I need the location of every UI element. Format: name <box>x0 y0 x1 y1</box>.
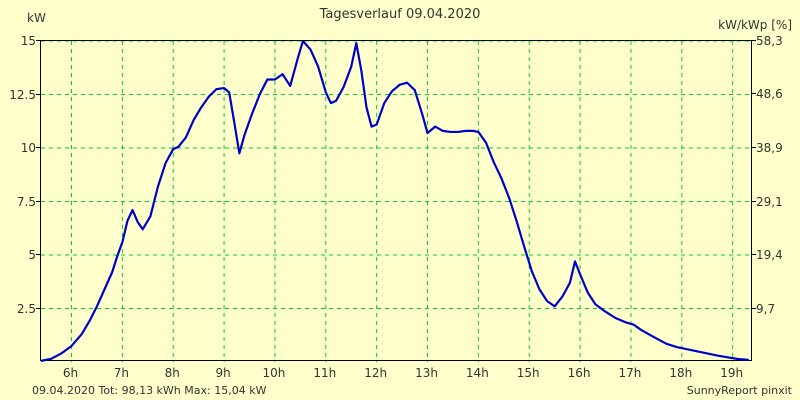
footer-summary-text: 09.04.2020 Tot: 98,13 kWh Max: 15,04 kW <box>32 384 267 397</box>
data-series-line <box>41 41 750 362</box>
y-axis-right-tick-label: 19,4 <box>756 248 783 263</box>
y-axis-left-tickmark <box>36 40 40 41</box>
x-axis-tick-label: 6h <box>62 366 79 380</box>
x-axis-tick-label: 9h <box>215 366 231 380</box>
y-axis-right-tickmark <box>752 307 756 309</box>
y-axis-left-tickmark <box>36 93 40 95</box>
x-axis-tick-label: 13h <box>415 366 438 380</box>
x-axis-tick-label: 11h <box>313 366 337 380</box>
x-axis-tick-label: 8h <box>164 366 180 380</box>
x-axis-tick-label: 14h <box>465 366 489 380</box>
y-axis-right-tickmark <box>752 146 756 148</box>
y-axis-left-tickmark <box>36 147 40 148</box>
y-axis-right-tickmark <box>752 254 756 256</box>
x-axis-tick-label: 16h <box>567 366 591 380</box>
x-axis-tick-label: 15h <box>516 366 540 380</box>
y-axis-right-tick-label: 48,6 <box>756 87 783 102</box>
y-axis-right-tick-label: 38,9 <box>756 140 783 155</box>
x-axis-tick-label: 19h <box>720 366 744 380</box>
x-axis-tick-label: 12h <box>364 366 388 380</box>
y-axis-left-tickmark <box>36 307 40 309</box>
y-axis-right-tick-label: 58,3 <box>756 34 783 48</box>
x-axis-tick-label: 17h <box>618 366 642 380</box>
y-axis-left-tick-label: 5 <box>28 248 36 262</box>
y-axis-left-tick-label: 7.5 <box>16 194 36 209</box>
x-axis-tick-label: 10h <box>262 366 286 380</box>
grid-lines <box>41 41 753 362</box>
y-axis-left-tickmark <box>36 200 40 202</box>
footer-credit-text: SunnyReport pinxit <box>686 384 792 397</box>
y-axis-right-tickmark <box>752 200 756 202</box>
x-axis-tick-label: 18h <box>669 366 693 380</box>
y-axis-left-unit-label: kW <box>27 11 46 25</box>
chart-canvas <box>41 41 753 362</box>
y-axis-right-tick-label: 29,1 <box>756 194 783 209</box>
y-axis-left-tickmark <box>36 254 40 255</box>
y-axis-right-tick-label: 9,7 <box>756 301 776 316</box>
y-axis-right-unit-label: kW/kWp [%] <box>718 18 792 32</box>
chart-title: Tagesverlauf 09.04.2020 <box>319 7 481 22</box>
y-axis-left-tick-label: 15 <box>20 34 36 48</box>
y-axis-right-tickmark <box>752 93 756 95</box>
plot-area <box>40 40 753 362</box>
y-axis-left-tick-label: 2.5 <box>16 301 36 316</box>
y-axis-right-tickmark <box>752 40 756 41</box>
y-axis-left-tick-label: 10 <box>20 141 36 155</box>
y-axis-left-tick-label: 12.5 <box>9 87 36 102</box>
x-axis-tick-label: 7h <box>113 366 129 380</box>
